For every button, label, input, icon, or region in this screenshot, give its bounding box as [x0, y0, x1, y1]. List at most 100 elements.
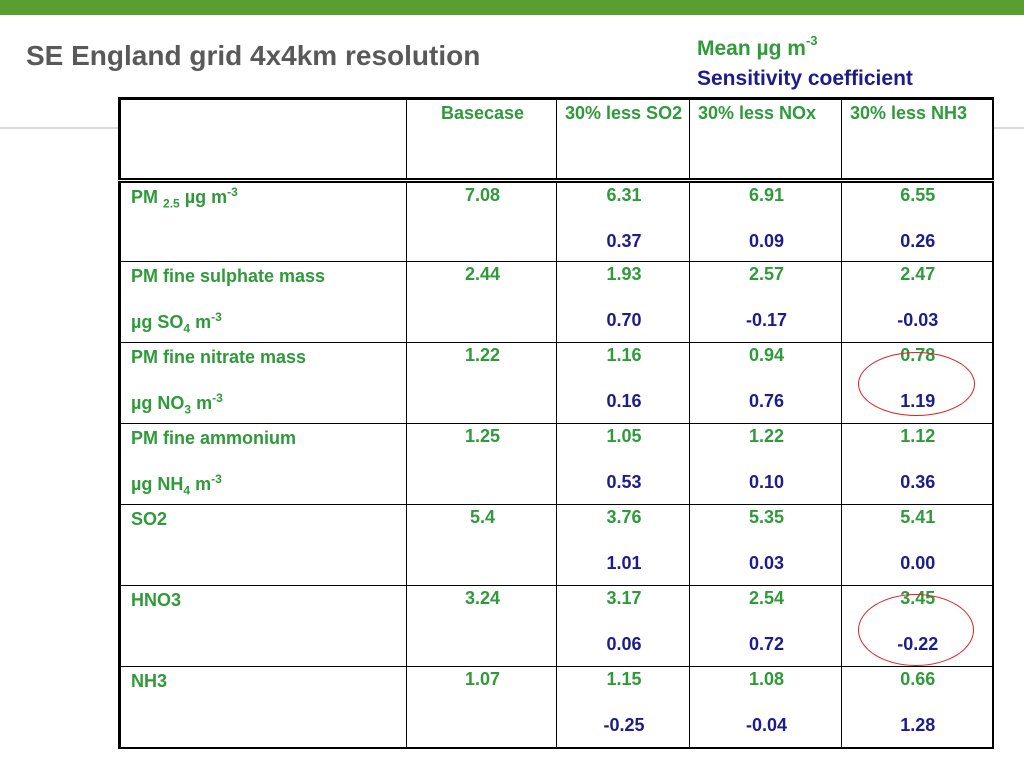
- sensitivity-value: 0.26: [900, 231, 936, 251]
- label-text: SO2: [131, 509, 168, 529]
- cell-less-nh3: 0.66 1.28: [841, 666, 993, 748]
- mean-value: 5.41: [900, 507, 936, 527]
- legend: Mean µg m-3 Sensitivity coefficient: [697, 28, 913, 94]
- cell-less-so2: 6.31 0.37: [556, 180, 690, 262]
- highlight-circle-hno3: [858, 594, 974, 666]
- cell-less-so2: 1.93 0.70: [556, 261, 690, 343]
- cell-less-so2: 3.76 1.01: [556, 504, 690, 586]
- mean-value: 1.15: [606, 669, 642, 689]
- legend-mean: Mean µg m-3: [697, 28, 913, 64]
- mean-value: 6.31: [606, 185, 642, 205]
- mean-value: 1.16: [606, 345, 642, 365]
- cell-less-nox: 5.35 0.03: [689, 504, 842, 586]
- label-text: PM: [131, 187, 164, 207]
- mean-value: 6.55: [900, 185, 936, 205]
- cell-less-so2: 3.17 0.06: [556, 585, 690, 667]
- legend-mean-sup: -3: [805, 33, 818, 48]
- mean-value: 2.54: [748, 588, 785, 608]
- unit-text: µg SO: [131, 312, 184, 332]
- row-label-unit: µg SO4 m-3: [131, 310, 400, 336]
- unit-superscript: -3: [212, 391, 223, 405]
- basecase-cell: 1.07: [406, 666, 557, 748]
- row-label: NH3: [119, 666, 407, 748]
- sensitivity-value: 0.00: [900, 553, 936, 573]
- row-label-line1: HNO3: [131, 588, 400, 634]
- row-label: HNO3: [119, 585, 407, 667]
- mean-value: 2.47: [900, 264, 936, 284]
- basecase-cell: 2.44: [406, 261, 557, 343]
- top-accent-bar: [0, 0, 1024, 15]
- row-label-line1: PM fine nitrate mass: [131, 345, 400, 391]
- cell-less-nox: 0.94 0.76: [689, 342, 842, 424]
- mean-value: 6.91: [748, 185, 785, 205]
- basecase-value: 1.25: [464, 426, 501, 446]
- row-label-unit: µg NH4 m-3: [131, 472, 400, 498]
- sensitivity-value: 1.01: [606, 553, 642, 573]
- row-label-line1: SO2: [131, 507, 400, 553]
- row-label: PM fine ammonium µg NH4 m-3: [119, 423, 407, 505]
- sensitivity-value: 1.28: [900, 715, 936, 735]
- mean-value: 3.76: [606, 507, 642, 527]
- sensitivity-value: 0.03: [748, 553, 785, 573]
- basecase-cell: 1.22: [406, 342, 557, 424]
- mean-value: 1.05: [606, 426, 642, 446]
- slide-title: SE England grid 4x4km resolution: [26, 40, 481, 71]
- sensitivity-value: 0.76: [748, 391, 785, 411]
- sensitivity-value: -0.17: [745, 310, 788, 330]
- sensitivity-value: 0.36: [900, 472, 936, 492]
- mean-value: 1.22: [748, 426, 785, 446]
- label-text: PM fine sulphate mass: [131, 266, 326, 286]
- header-less-nox: 30% less NOx: [689, 98, 842, 181]
- table-row: PM fine ammonium µg NH4 m-3 1.25 1.05 0.53 1.…: [119, 423, 993, 505]
- sensitivity-value: 0.37: [606, 231, 642, 251]
- sensitivity-value: -0.03: [897, 310, 939, 330]
- cell-less-nox: 6.91 0.09: [689, 180, 842, 262]
- unit-superscript: -3: [211, 472, 222, 486]
- header-basecase: Basecase: [406, 98, 557, 181]
- sensitivity-value: 0.16: [606, 391, 642, 411]
- row-label-line1: PM 2.5 µg m-3: [131, 185, 400, 231]
- sensitivity-value: 0.53: [606, 472, 642, 492]
- sensitivity-value: 0.09: [748, 231, 785, 251]
- unit-subscript: 4: [183, 321, 191, 336]
- mean-value: 0.94: [748, 345, 785, 365]
- cell-less-nh3: 6.55 0.26: [841, 180, 993, 262]
- row-label: PM 2.5 µg m-3: [119, 180, 407, 262]
- cell-less-nox: 1.22 0.10: [689, 423, 842, 505]
- highlight-circle-nitrate: [858, 352, 975, 416]
- legend-sensitivity: Sensitivity coefficient: [697, 67, 913, 90]
- basecase-cell: 7.08: [406, 180, 557, 262]
- label-text-post: µg m: [179, 187, 228, 207]
- cell-less-nh3: 2.47 -0.03: [841, 261, 993, 343]
- mean-value: 5.35: [748, 507, 785, 527]
- label-text: HNO3: [131, 590, 182, 610]
- cell-less-so2: 1.16 0.16: [556, 342, 690, 424]
- row-label-line1: PM fine ammonium: [131, 426, 400, 472]
- table-row: PM 2.5 µg m-3 7.08 6.31 0.37 6.91 0.09 6.55 0.2…: [119, 180, 993, 262]
- basecase-value: 3.24: [464, 588, 501, 608]
- header-less-nh3: 30% less NH3: [841, 98, 993, 181]
- results-table: Basecase 30% less SO2 30% less NOx 30% l…: [118, 97, 994, 749]
- unit-subscript: 4: [183, 483, 191, 498]
- mean-value: 2.57: [748, 264, 785, 284]
- sensitivity-value: 0.72: [748, 634, 785, 654]
- mean-value: 1.93: [606, 264, 642, 284]
- header-less-so2: 30% less SO2: [556, 98, 690, 181]
- basecase-value: 1.22: [464, 345, 501, 365]
- cell-less-so2: 1.05 0.53: [556, 423, 690, 505]
- label-text: PM fine ammonium: [131, 428, 297, 448]
- basecase-value: 7.08: [464, 185, 501, 205]
- header-empty: [119, 98, 407, 181]
- mean-value: 1.12: [900, 426, 936, 446]
- legend-mean-label: Mean µg m: [697, 37, 806, 60]
- row-label-line1: NH3: [131, 669, 400, 715]
- row-label: PM fine sulphate mass µg SO4 m-3: [119, 261, 407, 343]
- table-row: NH3 1.07 1.15 -0.25 1.08 -0.04 0.66 1.28: [119, 666, 993, 748]
- cell-less-so2: 1.15 -0.25: [556, 666, 690, 748]
- basecase-cell: 1.25: [406, 423, 557, 505]
- cell-less-nox: 2.57 -0.17: [689, 261, 842, 343]
- sensitivity-value: 0.06: [606, 634, 642, 654]
- cell-less-nox: 2.54 0.72: [689, 585, 842, 667]
- sensitivity-value: -0.04: [745, 715, 788, 735]
- table-row: PM fine sulphate mass µg SO4 m-3 2.44 1.93 0…: [119, 261, 993, 343]
